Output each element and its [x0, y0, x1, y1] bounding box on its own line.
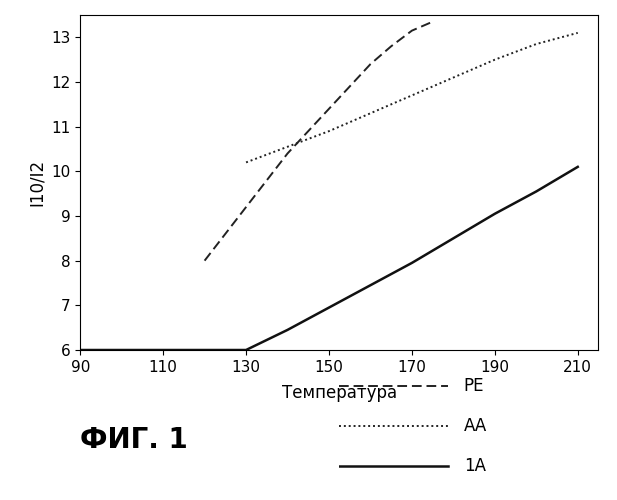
AA — [408, 92, 416, 98]
Line: AA: AA — [246, 33, 578, 162]
AA — [491, 56, 499, 62]
PE — [222, 231, 229, 237]
1A — [450, 236, 457, 242]
1A — [408, 260, 416, 266]
Text: AA: AA — [464, 417, 487, 435]
X-axis label: Температура: Температура — [282, 384, 397, 402]
1A — [532, 188, 540, 194]
Line: PE: PE — [205, 22, 433, 260]
AA — [284, 144, 291, 150]
Y-axis label: I10/I2: I10/I2 — [28, 159, 46, 206]
1A — [366, 282, 374, 288]
PE — [263, 178, 270, 184]
PE — [305, 128, 312, 134]
AA — [450, 74, 457, 80]
1A — [284, 327, 291, 333]
1A — [491, 211, 499, 217]
AA — [532, 41, 540, 47]
AA — [366, 110, 374, 116]
1A — [242, 347, 250, 353]
PE — [346, 84, 354, 89]
PE — [201, 258, 209, 264]
AA — [325, 128, 333, 134]
AA — [574, 30, 581, 36]
PE — [242, 204, 250, 210]
PE — [366, 61, 374, 67]
1A — [159, 347, 167, 353]
Text: 1A: 1A — [464, 456, 486, 474]
Line: 1A: 1A — [80, 167, 578, 350]
PE — [284, 150, 291, 156]
AA — [242, 160, 250, 166]
1A — [118, 347, 125, 353]
1A — [574, 164, 581, 170]
1A — [201, 347, 209, 353]
PE — [387, 44, 395, 50]
PE — [429, 18, 436, 24]
1A — [77, 347, 84, 353]
PE — [408, 28, 416, 34]
Text: ФИГ. 1: ФИГ. 1 — [80, 426, 188, 454]
PE — [325, 106, 333, 112]
1A — [325, 304, 333, 310]
Text: PE: PE — [464, 378, 484, 396]
